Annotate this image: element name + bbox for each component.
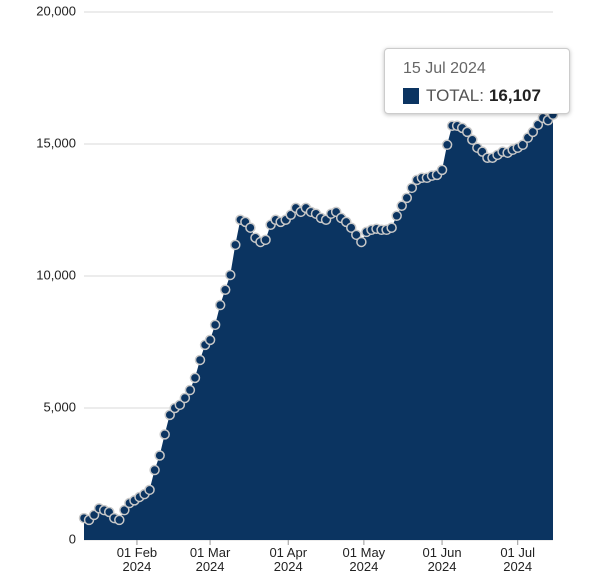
point bbox=[467, 134, 478, 146]
point bbox=[386, 222, 397, 233]
point bbox=[184, 384, 196, 396]
point bbox=[194, 354, 206, 366]
x-tick-label: 01 Feb 2024 bbox=[116, 545, 158, 574]
point bbox=[204, 334, 216, 346]
point bbox=[154, 450, 165, 461]
tooltip-swatch bbox=[403, 88, 419, 104]
point bbox=[285, 209, 297, 221]
tooltip-series: TOTAL bbox=[426, 86, 489, 106]
y-tick-label: 15,000 bbox=[36, 135, 76, 150]
tooltip-row: TOTAL 16,107 bbox=[403, 86, 541, 106]
point bbox=[436, 164, 448, 176]
tooltip-date: 15 Jul 2024 bbox=[403, 60, 486, 77]
point bbox=[149, 464, 160, 476]
x-tick-label: 01 Mar 2024 bbox=[189, 545, 231, 574]
point bbox=[532, 119, 544, 130]
point bbox=[189, 372, 201, 384]
point bbox=[396, 200, 407, 212]
x-tick-label: 01 Jun 2024 bbox=[422, 545, 462, 574]
point bbox=[245, 222, 256, 233]
point bbox=[114, 514, 125, 526]
point bbox=[401, 192, 413, 204]
point bbox=[351, 229, 362, 241]
point bbox=[119, 504, 130, 516]
point bbox=[441, 139, 453, 151]
y-tick-label: 0 bbox=[69, 531, 76, 546]
point bbox=[179, 392, 191, 404]
y-tick-label: 20,000 bbox=[36, 3, 76, 18]
tooltip-value: 16,107 bbox=[488, 86, 541, 105]
point bbox=[517, 139, 528, 151]
point bbox=[462, 126, 473, 138]
point bbox=[260, 234, 271, 246]
x-tick-label: 01 Apr 2024 bbox=[269, 545, 308, 574]
tooltip: 15 Jul 2024 TOTAL 16,107 bbox=[384, 48, 570, 114]
y-tick-label: 10,000 bbox=[36, 267, 76, 282]
point bbox=[230, 239, 241, 251]
point bbox=[214, 299, 226, 311]
point bbox=[527, 126, 539, 138]
point bbox=[356, 236, 367, 248]
point bbox=[391, 210, 402, 222]
y-tick-label: 5,000 bbox=[43, 399, 76, 414]
point bbox=[209, 319, 221, 331]
point bbox=[224, 269, 236, 281]
point bbox=[159, 429, 170, 440]
point bbox=[219, 284, 231, 295]
point bbox=[346, 222, 357, 233]
point bbox=[144, 484, 155, 496]
point bbox=[164, 409, 175, 421]
point bbox=[174, 399, 186, 411]
x-tick-label: 01 May 2024 bbox=[342, 545, 386, 574]
x-tick-label: 01 Jul 2024 bbox=[500, 545, 536, 574]
point bbox=[406, 182, 418, 194]
area bbox=[84, 114, 553, 540]
